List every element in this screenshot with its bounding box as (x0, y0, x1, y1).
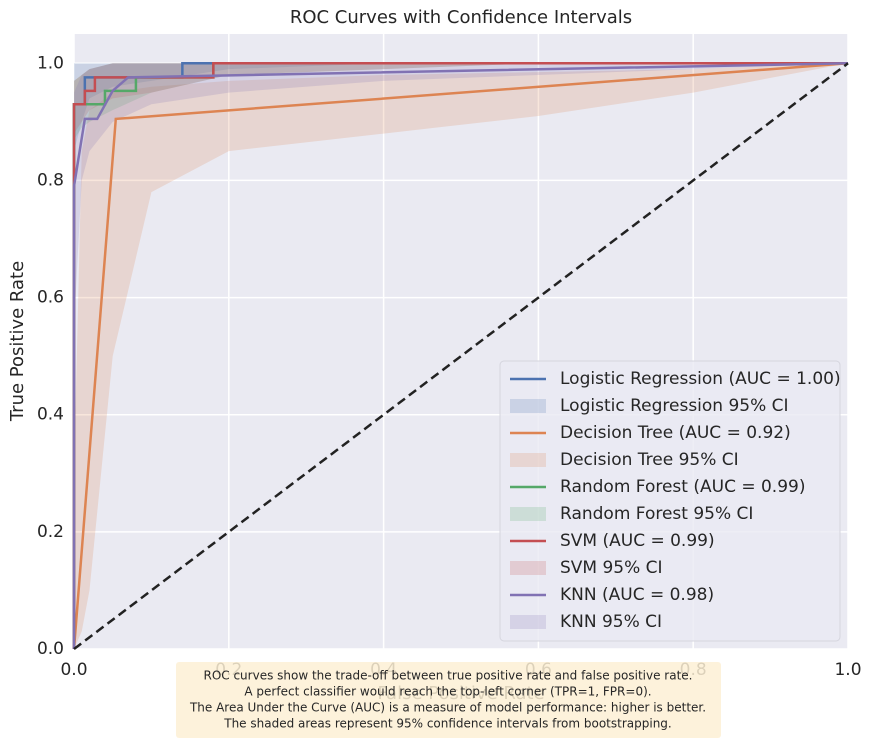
confidence-band (74, 63, 848, 152)
legend-label: SVM (AUC = 0.99) (560, 531, 715, 551)
legend-box (499, 360, 841, 642)
chart-title: ROC Curves with Confidence Intervals (290, 7, 632, 28)
roc-line (72, 62, 849, 649)
legend-label: SVM 95% CI (560, 558, 663, 578)
legend-label: Logistic Regression 95% CI (560, 396, 789, 416)
y-tick-label: 0.2 (37, 522, 64, 542)
annotation-text: The shaded areas represent 95% confidenc… (223, 717, 672, 731)
legend-label: KNN 95% CI (560, 612, 662, 632)
x-tick-label: 1.0 (834, 660, 861, 680)
y-tick-label: 1.0 (37, 53, 64, 73)
legend-label: Random Forest 95% CI (560, 504, 753, 524)
legend-swatch (510, 507, 546, 521)
legend-label: Decision Tree 95% CI (560, 450, 739, 470)
legend-swatch (510, 453, 546, 467)
legend-label: Decision Tree (AUC = 0.92) (560, 423, 791, 443)
legend-label: Random Forest (AUC = 0.99) (560, 477, 805, 497)
x-tick-label: 0.0 (60, 660, 87, 680)
roc-line (72, 62, 848, 649)
y-tick-label: 0.4 (37, 405, 64, 425)
annotation-text: A perfect classifier would reach the top… (244, 685, 651, 699)
y-axis-label: True Positive Rate (7, 261, 28, 422)
annotation-text: The Area Under the Curve (AUC) is a meas… (189, 701, 706, 715)
y-tick-label: 0.0 (37, 639, 64, 659)
confidence-band (74, 63, 848, 327)
y-tick-label: 0.8 (37, 170, 64, 190)
legend-label: KNN (AUC = 0.98) (560, 585, 714, 605)
legend-swatch (510, 615, 546, 629)
legend-swatch (510, 561, 546, 575)
confidence-band (74, 63, 848, 134)
y-tick-label: 0.6 (37, 288, 64, 308)
reference-line (73, 62, 849, 650)
roc-line (72, 62, 849, 650)
confidence-band (74, 63, 848, 140)
annotation-text: ROC curves show the trade-off between tr… (203, 669, 692, 683)
legend-label: Logistic Regression (AUC = 1.00) (560, 369, 841, 389)
confidence-band (74, 63, 848, 650)
legend-swatch (510, 399, 546, 413)
annotation-box (176, 662, 721, 738)
